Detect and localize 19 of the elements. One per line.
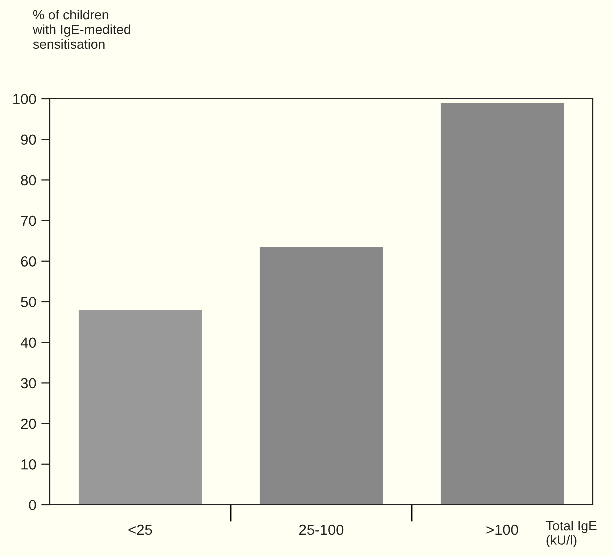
- bar: [78, 310, 202, 505]
- x-axis-title: Total IgE (kU/l): [546, 521, 597, 548]
- y-tick-label: 50: [21, 297, 36, 308]
- x-tick-label: <25: [128, 524, 152, 536]
- y-tick-label: 80: [21, 175, 36, 186]
- y-tick-label: 90: [21, 134, 36, 146]
- y-tick-label: 60: [21, 256, 36, 267]
- bar: [440, 103, 564, 505]
- x-tick-label: 25-100: [300, 524, 344, 536]
- y-tick-label: 0: [29, 500, 36, 510]
- y-axis-title: % of children with IgE-medited sensitisation: [32, 10, 130, 50]
- y-tick-label: 20: [21, 418, 36, 430]
- y-tick-label: 30: [21, 378, 36, 389]
- y-tick-label: 70: [21, 216, 36, 226]
- y-tick-label: 40: [20, 338, 36, 348]
- bar: [260, 247, 384, 505]
- y-tick-label: 100: [14, 94, 36, 104]
- y-tick-label: 10: [22, 460, 36, 470]
- x-tick-label: >100: [486, 524, 518, 536]
